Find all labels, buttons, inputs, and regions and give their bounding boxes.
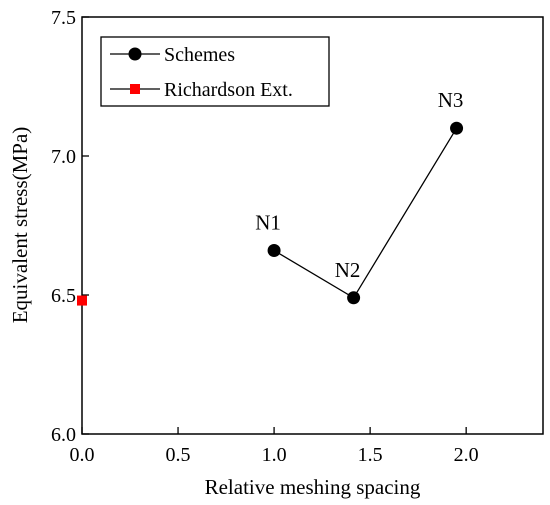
legend-schemes-label: Schemes (164, 44, 235, 66)
x-tick-label: 0.5 (166, 444, 191, 466)
series-line (273, 127, 458, 299)
legend: Schemes Richardson Ext. (100, 36, 330, 107)
x-axis-title: Relative meshing spacing (205, 475, 421, 499)
plot-frame (81, 16, 544, 435)
point-label: N1 (255, 211, 281, 235)
series-layer: N1 N2 N3 (77, 88, 464, 306)
point-label: N3 (438, 88, 464, 112)
x-tick-label: 1.5 (358, 444, 383, 466)
legend-richardson-label: Richardson Ext. (164, 79, 293, 101)
y-tick-label: 7.0 (51, 146, 76, 168)
data-point (450, 121, 464, 135)
y-tick-label: 7.5 (51, 7, 76, 29)
point-label: N2 (335, 258, 361, 282)
ticks-layer: 0.0 0.5 1.0 1.5 2.0 6.0 6.5 7.0 7.5 (51, 7, 479, 466)
y-tick-label: 6.5 (51, 285, 76, 307)
data-point (347, 291, 361, 305)
x-tick-label: 1.0 (262, 444, 287, 466)
y-axis-title: Equivalent stress(MPa) (8, 127, 32, 324)
legend-box (100, 36, 330, 107)
legend-schemes-marker (128, 47, 142, 61)
y-tick-label: 6.0 (51, 424, 76, 446)
data-point (77, 295, 87, 306)
legend-richardson-marker (130, 84, 140, 94)
data-point (267, 244, 281, 258)
x-tick-label: 2.0 (454, 444, 479, 466)
x-tick-label: 0.0 (70, 444, 95, 466)
